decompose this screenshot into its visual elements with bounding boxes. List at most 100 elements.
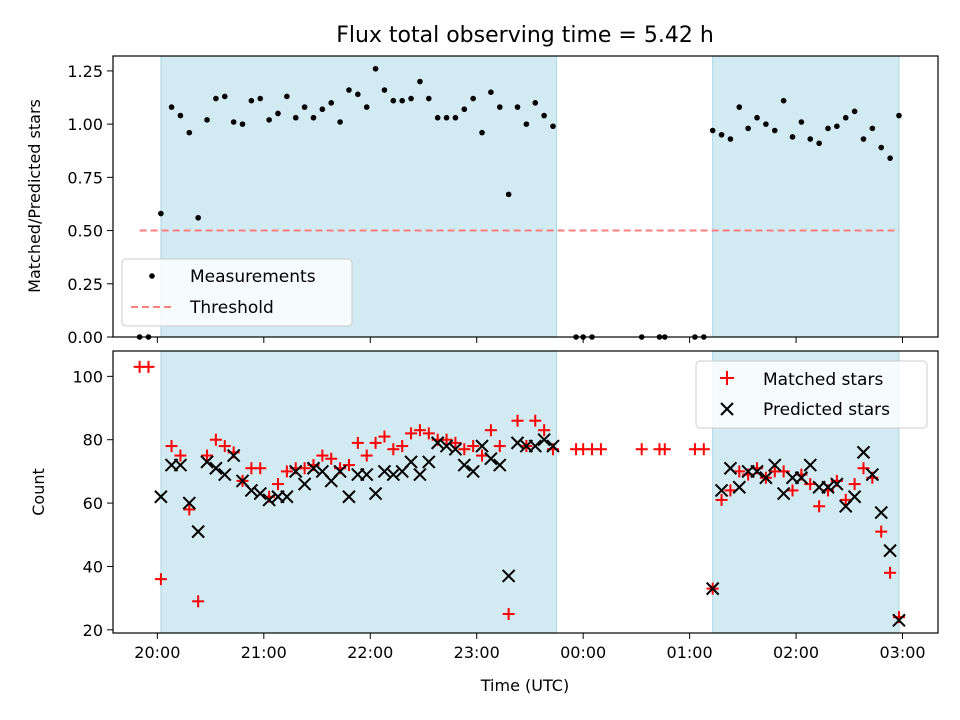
measurement-point xyxy=(869,125,876,132)
top-x-ticks xyxy=(156,337,904,343)
legend-threshold-label: Threshold xyxy=(189,298,274,318)
predicted-star-point xyxy=(510,436,525,450)
matched-star-point xyxy=(209,433,222,446)
matched-star-point xyxy=(594,443,607,456)
measurement-point xyxy=(257,95,264,102)
measurements-series xyxy=(136,65,902,340)
measurement-point xyxy=(825,125,831,132)
matched-star-point xyxy=(369,436,382,449)
x-tick-label: 21:00 xyxy=(241,643,287,662)
matched-star-point xyxy=(413,424,426,437)
legend-matched-marker xyxy=(720,371,734,385)
measurement-point xyxy=(771,127,778,134)
measurement-point xyxy=(372,65,379,72)
measurement-point xyxy=(488,89,494,95)
measurement-point xyxy=(390,97,397,104)
matched-star-point xyxy=(697,443,710,456)
measurement-point xyxy=(221,93,228,100)
matched-star-point xyxy=(192,595,205,608)
predicted-star-point xyxy=(360,467,374,482)
predicted-star-point xyxy=(280,490,294,504)
measurement-point xyxy=(284,93,290,100)
matched-star-point xyxy=(857,462,870,475)
predicted-star-point xyxy=(794,471,809,485)
predicted-star-point xyxy=(209,461,223,475)
predicted-star-point xyxy=(430,436,445,450)
matched-star-point xyxy=(440,433,453,446)
measurement-point xyxy=(399,97,405,104)
matched-star-point xyxy=(351,436,364,449)
bottom-legend-box xyxy=(695,360,928,429)
measurement-point xyxy=(834,123,840,130)
shaded-interval-2 xyxy=(712,55,900,338)
matched-star-point xyxy=(724,484,737,497)
predicted-star-point xyxy=(865,467,880,482)
measurement-point xyxy=(355,91,361,98)
matched-star-point xyxy=(387,443,400,456)
predicted-star-point xyxy=(377,464,392,479)
measurement-point xyxy=(452,114,459,121)
predicted-star-point xyxy=(244,483,259,498)
measurement-point xyxy=(434,114,441,121)
matched-star-point xyxy=(777,465,790,478)
predicted-star-point xyxy=(306,461,321,475)
measurement-point xyxy=(860,136,867,142)
measurement-point xyxy=(541,112,547,119)
matched-star-point xyxy=(298,462,311,475)
measurement-point xyxy=(186,129,193,136)
shaded-interval-1 xyxy=(160,350,558,634)
predicted-star-point xyxy=(856,445,871,460)
measurement-point xyxy=(763,121,769,127)
top-y-axis-label: Matched/Predicted stars xyxy=(25,99,44,293)
predicted-star-point xyxy=(830,477,844,491)
legend-matched-label: Matched stars xyxy=(763,370,883,390)
measurement-point xyxy=(807,136,814,142)
matched-star-point xyxy=(458,443,471,456)
predicted-star-point xyxy=(501,569,516,583)
y-tick-label: 0.00 xyxy=(67,328,103,347)
measurement-point xyxy=(337,119,343,125)
predicted-star-point xyxy=(847,490,862,504)
y-tick-label: 0.75 xyxy=(67,168,103,187)
x-tick-label: 02:00 xyxy=(773,643,819,662)
y-tick-label: 80 xyxy=(83,431,103,450)
predicted-stars-series xyxy=(154,433,906,628)
measurement-point xyxy=(346,87,352,93)
matched-star-point xyxy=(325,452,338,465)
measurement-point xyxy=(798,119,805,125)
matched-star-point xyxy=(142,360,155,373)
y-tick-label: 1.25 xyxy=(67,62,103,81)
y-tick-label: 20 xyxy=(83,621,103,640)
matched-star-point xyxy=(848,478,861,491)
measurement-point xyxy=(177,112,184,119)
predicted-star-point xyxy=(386,467,401,482)
legend-measurements-marker xyxy=(149,273,155,279)
measurement-point xyxy=(158,210,164,217)
measurement-point xyxy=(887,155,893,161)
bottom-axes-frame xyxy=(112,350,939,634)
predicted-star-point xyxy=(333,464,347,479)
predicted-star-point xyxy=(874,505,888,520)
predicted-star-point xyxy=(466,464,480,479)
legend-measurements-label: Measurements xyxy=(190,267,316,287)
measurement-point xyxy=(532,100,539,106)
matched-star-point xyxy=(280,465,293,478)
x-tick-label: 00:00 xyxy=(560,643,606,662)
matched-star-point xyxy=(396,440,409,453)
matched-star-point xyxy=(884,566,897,579)
predicted-star-point xyxy=(803,458,817,472)
measurement-point xyxy=(789,134,796,140)
measurement-point xyxy=(319,106,326,113)
predicted-star-point xyxy=(457,458,471,472)
matched-star-point xyxy=(154,573,167,586)
top-legend-box xyxy=(121,258,353,327)
bottom-y-axis-label: Count xyxy=(29,468,48,516)
matched-star-point xyxy=(378,430,391,443)
legend-predicted-label: Predicted stars xyxy=(763,400,890,420)
measurement-point xyxy=(310,114,317,121)
matched-star-point xyxy=(316,449,329,462)
predicted-star-point xyxy=(439,439,454,453)
measurement-point xyxy=(213,95,219,102)
predicted-star-point xyxy=(528,439,542,453)
measurement-point xyxy=(745,125,751,132)
